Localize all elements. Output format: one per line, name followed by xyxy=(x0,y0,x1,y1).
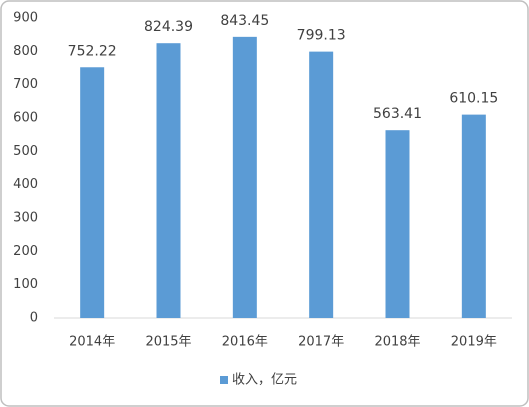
value-label: 843.45 xyxy=(220,13,269,29)
bar xyxy=(461,114,486,318)
x-tick-label: 2018年 xyxy=(374,335,420,350)
bar xyxy=(309,51,334,319)
legend-swatch xyxy=(220,376,228,384)
x-tick-label: 2015年 xyxy=(145,335,191,350)
y-tick-label: 500 xyxy=(13,144,38,159)
legend-label: 收入，亿元 xyxy=(232,373,297,388)
y-tick-label: 800 xyxy=(13,44,38,59)
y-tick-label: 200 xyxy=(13,244,38,259)
y-tick-label: 400 xyxy=(13,177,38,192)
y-tick-label: 100 xyxy=(13,277,38,292)
x-tick-label: 2017年 xyxy=(298,335,344,350)
value-label: 824.39 xyxy=(144,19,193,35)
x-tick-label: 2014年 xyxy=(69,335,115,350)
y-tick-label: 300 xyxy=(13,211,38,226)
x-tick-label: 2019年 xyxy=(451,335,497,350)
value-label: 752.22 xyxy=(68,43,117,59)
bar xyxy=(80,67,105,318)
bar xyxy=(156,43,181,318)
y-tick-label: 700 xyxy=(13,77,38,92)
y-tick-label: 0 xyxy=(30,311,38,326)
bar xyxy=(232,36,257,318)
y-tick-label: 600 xyxy=(13,111,38,126)
bar xyxy=(385,130,410,318)
y-tick-label: 900 xyxy=(13,11,38,26)
value-label: 799.13 xyxy=(297,28,346,44)
x-tick-label: 2016年 xyxy=(222,335,268,350)
value-label: 610.15 xyxy=(449,91,498,107)
value-label: 563.41 xyxy=(373,106,422,122)
